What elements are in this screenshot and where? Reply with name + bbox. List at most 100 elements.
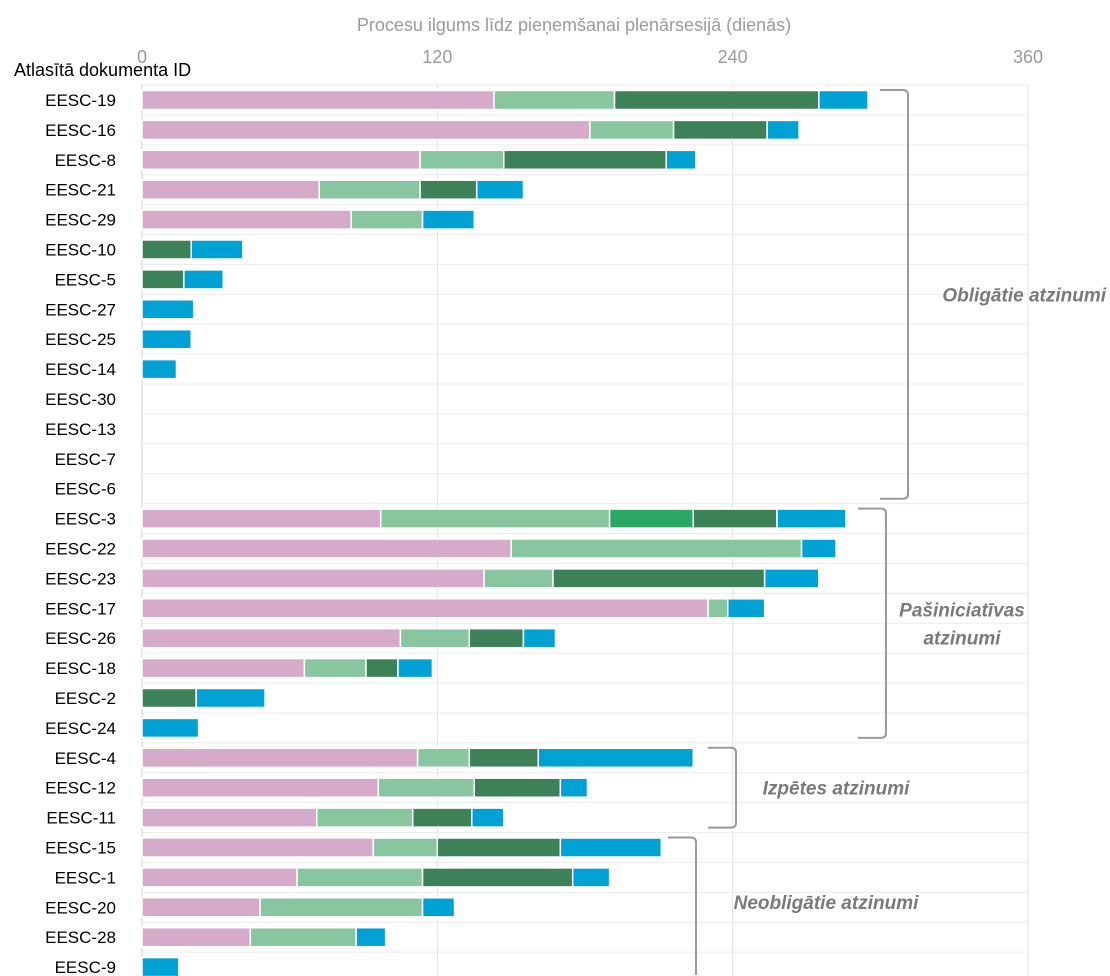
bar-segment-eesc-10-s5 [190,239,244,260]
x-axis-title: Procesu ilgums līdz pieņemšanai plenārse… [357,15,791,35]
group-brackets: Obligātie atzinumi Pašiniciatīvas atzinumi… [668,89,1107,975]
bar-segment-eesc-26-s1 [141,627,402,649]
bar-segment-eesc-22-s2 [510,538,803,559]
bar-segment-eesc-3-s1 [141,508,382,529]
bar-segment-eesc-12-s2 [377,777,475,798]
bar-segment-eesc-1-s4 [421,867,574,888]
bar-segment-eesc-16-s4 [672,119,768,141]
bar-segment-eesc-3-s3 [608,508,695,529]
bar-segment-eesc-21-s5 [475,179,525,200]
bar-segment-eesc-16-s1 [141,119,591,141]
group-bracket [880,89,909,500]
y-tick-label: EESC-24 [45,719,116,738]
group-label: Obligātie atzinumi [942,285,1106,306]
bar-segment-eesc-18-s1 [141,657,306,679]
y-tick-label: EESC-12 [45,779,116,798]
y-tick-label: EESC-26 [45,629,116,648]
y-axis-title: Atlasītā dokumenta ID [14,60,191,80]
bar-segment-eesc-23-s4 [552,568,766,589]
y-tick-labels: EESC-19 EESC-16 EESC-8 EESC-21 EESC-29 EESC-1… [45,91,116,976]
bar-segment-eesc-9-s5 [141,956,180,976]
y-tick-label: EESC-3 [55,510,116,529]
bar-segment-eesc-15-s5 [559,837,663,858]
group-label: Izpētes atzinumi [763,779,910,800]
y-tick-label: EESC-27 [45,300,116,319]
bar-segment-eesc-8-s4 [503,149,667,171]
bar-segment-eesc-16-s2 [589,119,675,141]
bar-segment-eesc-2-s4 [141,687,197,709]
bar-segment-eesc-3-s4 [692,508,778,529]
bar-segment-eesc-29-s5 [421,209,476,230]
bar-segment-eesc-15-s4 [436,837,562,858]
bar-segment-eesc-3-s2 [379,508,611,529]
bar-segment-eesc-5-s4 [141,269,185,290]
group-label: Pašiniciatīvas atzinumi [899,600,1025,649]
bar-segment-eesc-11-s1 [141,807,318,828]
bar-segment-eesc-19-s4 [613,89,820,111]
bar-segment-eesc-4-s1 [141,747,419,769]
bar-segment-eesc-18-s4 [365,657,399,679]
bar-segment-eesc-5-s5 [183,269,224,290]
y-tick-label: EESC-30 [45,390,116,409]
bar-segment-eesc-22-s1 [141,538,512,559]
bar-segment-eesc-10-s4 [141,239,192,260]
y-tick-label: EESC-18 [45,659,116,678]
group-bracket [708,746,737,829]
bar-segment-eesc-28-s2 [249,926,357,948]
group-bracket [858,507,887,739]
bar-segment-eesc-12-s5 [559,777,589,798]
y-tick-label: EESC-16 [45,121,116,140]
bar-segment-eesc-18-s2 [303,657,367,679]
bar-segment-eesc-19-s5 [818,89,869,111]
y-tick-label: EESC-28 [45,928,116,947]
bar-segment-eesc-12-s1 [141,777,380,798]
bar-segment-eesc-14-s5 [141,358,178,380]
y-tick-label: EESC-2 [55,689,116,708]
bar-segment-eesc-28-s5 [355,926,387,948]
y-tick-label: EESC-8 [55,151,116,170]
y-tick-label: EESC-23 [45,569,116,588]
bar-segment-eesc-3-s5 [776,508,847,529]
y-tick-label: EESC-6 [55,480,116,499]
bar-segment-eesc-19-s2 [493,89,616,111]
bar-segment-eesc-27-s5 [141,299,195,320]
bar-segment-eesc-2-s5 [195,687,266,709]
x-tick-label: 120 [422,47,452,67]
y-tick-label: EESC-29 [45,211,116,230]
bar-segment-eesc-20-s5 [421,897,456,918]
bar-segment-eesc-11-s2 [315,807,414,828]
y-tick-label: EESC-21 [45,181,116,200]
bar-segment-eesc-4-s4 [468,747,539,769]
bar-segment-eesc-26-s5 [522,627,557,649]
bar-segment-eesc-23-s1 [141,568,485,589]
bar-segment-eesc-4-s2 [416,747,471,769]
y-tick-label: EESC-19 [45,91,116,110]
x-tick-label: 0 [137,47,147,67]
bar-segment-eesc-17-s2 [707,598,729,619]
bar-segment-eesc-28-s1 [141,926,252,948]
bar-segment-eesc-11-s5 [471,807,505,828]
y-tick-label: EESC-1 [55,868,116,887]
bar-segment-eesc-29-s2 [350,209,424,230]
y-tick-label: EESC-14 [45,360,116,379]
y-tick-label: EESC-25 [45,330,116,349]
gridlines [141,84,1029,976]
bar-segment-eesc-17-s5 [726,598,766,619]
bar-segment-eesc-23-s2 [483,568,554,589]
bar-segment-eesc-24-s5 [141,717,200,739]
bar-segment-eesc-11-s4 [411,807,473,828]
bar-segment-eesc-26-s4 [468,627,525,649]
bar-segments [141,89,869,976]
bar-segment-eesc-8-s2 [419,149,505,171]
group-bracket [668,836,697,975]
y-tick-label: EESC-11 [46,809,116,828]
y-tick-label: EESC-10 [45,241,116,260]
y-tick-label: EESC-22 [45,540,116,559]
y-tick-label: EESC-17 [45,599,116,618]
bar-segment-eesc-19-s1 [141,89,495,111]
bar-segment-eesc-21-s2 [318,179,421,200]
bar-segment-eesc-22-s5 [800,538,837,559]
y-tick-label: EESC-5 [55,270,116,289]
bar-segment-eesc-20-s1 [141,897,261,918]
